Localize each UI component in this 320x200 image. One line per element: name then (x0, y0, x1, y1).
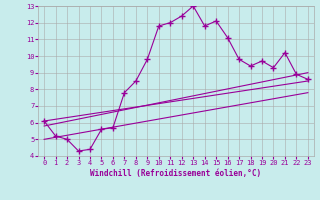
X-axis label: Windchill (Refroidissement éolien,°C): Windchill (Refroidissement éolien,°C) (91, 169, 261, 178)
